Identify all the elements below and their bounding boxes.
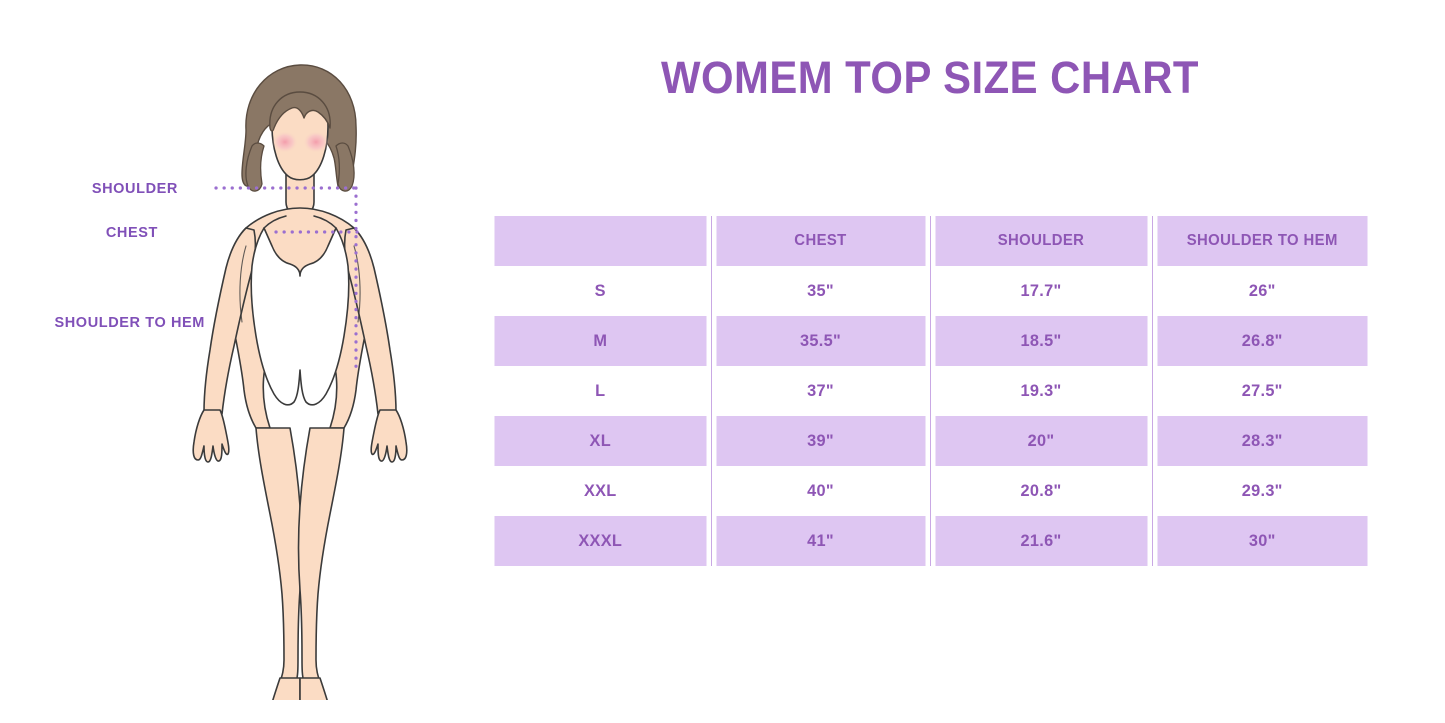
column-header-shoulder: SHOULDER — [933, 216, 1148, 266]
waist-contour-left — [239, 245, 247, 323]
table-row: XXL 40" 20.8" 29.3" — [490, 466, 1372, 516]
cell-chest: 37" — [714, 366, 926, 416]
cell-shoulder-to-hem: 28.3" — [1155, 416, 1368, 466]
garment-strap-right — [313, 215, 337, 229]
measure-label-shoulder-to-hem: SHOULDER TO HEM — [54, 315, 205, 331]
bodysuit-garment-shape — [250, 227, 350, 406]
hair-wisp-right — [335, 142, 355, 192]
table-row: S 35" 17.7" 26" — [490, 266, 1372, 316]
blush-right — [303, 131, 329, 153]
column-header-shoulder-to-hem: SHOULDER TO HEM — [1155, 216, 1368, 266]
measurement-guides — [214, 186, 360, 374]
left-leg-shape — [255, 427, 303, 683]
left-hand-shape — [192, 409, 230, 463]
hair-front-fringe — [269, 91, 331, 132]
garment-strap-left — [263, 215, 287, 229]
left-foot-shape — [272, 677, 301, 700]
table-row: XL 39" 20" 28.3" — [490, 416, 1372, 466]
blush-left — [272, 131, 298, 153]
cell-shoulder-to-hem: 30" — [1155, 516, 1368, 566]
table-row: M 35.5" 18.5" 26.8" — [490, 316, 1372, 366]
cell-shoulder: 20.8" — [933, 466, 1148, 516]
table-header-row: CHEST SHOULDER SHOULDER TO HEM — [490, 216, 1372, 266]
cell-size: XXL — [494, 466, 707, 516]
cell-shoulder-to-hem: 27.5" — [1155, 366, 1368, 416]
cell-chest: 41" — [714, 516, 926, 566]
page-title: WOMEM TOP SIZE CHART — [661, 52, 1199, 103]
cell-shoulder-to-hem: 26.8" — [1155, 316, 1368, 366]
cell-shoulder: 18.5" — [933, 316, 1148, 366]
cell-size: M — [494, 316, 707, 366]
cell-chest: 40" — [714, 466, 926, 516]
cell-shoulder-to-hem: 26" — [1155, 266, 1368, 316]
measure-label-chest: CHEST — [105, 225, 158, 241]
cell-shoulder: 17.7" — [933, 266, 1148, 316]
cell-chest: 39" — [714, 416, 926, 466]
cell-size: XL — [494, 416, 707, 466]
cell-size: S — [494, 266, 707, 316]
measure-label-shoulder: SHOULDER — [91, 181, 178, 197]
right-leg-shape — [297, 427, 345, 683]
column-header-size — [494, 216, 707, 266]
cell-shoulder-to-hem: 29.3" — [1155, 466, 1368, 516]
hair-wisp-left — [245, 142, 265, 192]
cell-shoulder: 19.3" — [933, 366, 1148, 416]
female-body-figure-illustration — [192, 64, 408, 700]
cell-size: XXXL — [494, 516, 707, 566]
right-hand-shape — [370, 409, 408, 463]
cell-chest: 35.5" — [714, 316, 926, 366]
cell-shoulder: 21.6" — [933, 516, 1148, 566]
table-row: XXXL 41" 21.6" 30" — [490, 516, 1372, 566]
size-chart-table: CHEST SHOULDER SHOULDER TO HEM S 35" 17.… — [490, 216, 1372, 566]
column-header-chest: CHEST — [714, 216, 926, 266]
cell-size: L — [494, 366, 707, 416]
table-row: L 37" 19.3" 27.5" — [490, 366, 1372, 416]
right-foot-shape — [299, 677, 328, 700]
cell-chest: 35" — [714, 266, 926, 316]
cell-shoulder: 20" — [933, 416, 1148, 466]
